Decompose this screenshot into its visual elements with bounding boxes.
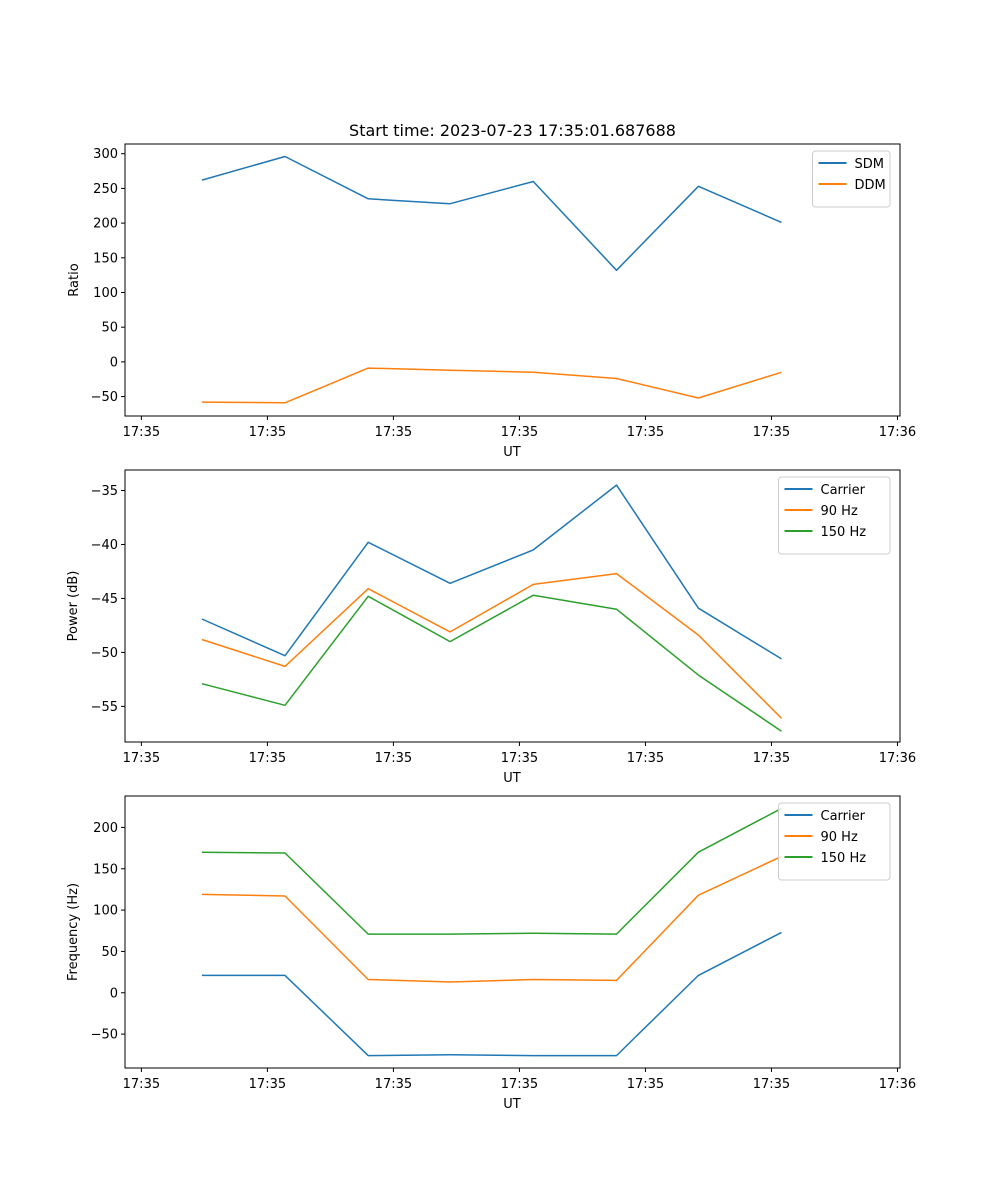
- x-axis-label: UT: [503, 445, 521, 460]
- y-tick-label: 50: [101, 321, 118, 336]
- legend-label: 150 Hz: [821, 525, 867, 540]
- legend-label: SDM: [855, 157, 884, 172]
- y-tick-label: 100: [93, 904, 118, 919]
- x-tick-label: 17:35: [753, 425, 790, 440]
- series-line-carrier: [201, 931, 782, 1057]
- legend-label: 90 Hz: [821, 504, 858, 519]
- y-axis-label: Frequency (Hz): [66, 883, 81, 981]
- y-tick-label: 250: [93, 182, 118, 197]
- y-axis-label: Ratio: [67, 263, 82, 296]
- x-tick-label: 17:35: [501, 1077, 538, 1092]
- x-tick-label: 17:35: [375, 425, 412, 440]
- y-tick-label: 150: [93, 251, 118, 266]
- y-tick-label: −50: [91, 1028, 118, 1043]
- x-tick-label: 17:35: [249, 751, 286, 766]
- axes-frame: [124, 795, 901, 1069]
- x-axis-label: UT: [503, 1097, 521, 1112]
- legend: Carrier 90 Hz 150 Hz: [778, 476, 891, 555]
- y-tick-label: 300: [93, 147, 118, 162]
- series-line-ddm: [201, 367, 782, 404]
- x-tick-label: 17:35: [753, 1077, 790, 1092]
- axes-frame: [124, 143, 901, 417]
- y-tick-label: 150: [93, 862, 118, 877]
- x-tick-label: 17:35: [501, 751, 538, 766]
- x-tick-label: 17:35: [123, 425, 160, 440]
- y-tick-label: −35: [91, 484, 118, 499]
- subplot-ratio: Start time: 2023-07-23 17:35:01.687688 1…: [67, 121, 916, 460]
- x-tick-label: 17:36: [879, 1077, 916, 1092]
- series-line-carrier: [201, 484, 782, 660]
- y-tick-label: 0: [110, 355, 118, 370]
- series-line-150-hz: [201, 807, 782, 935]
- x-tick-label: 17:35: [249, 1077, 286, 1092]
- x-tick-label: 17:35: [627, 751, 664, 766]
- y-tick-label: 200: [93, 821, 118, 836]
- x-tick-label: 17:35: [375, 751, 412, 766]
- subplot-frequency: 17:35 17:35 17:35 17:35 17:35 17:35 17:36 −50 0 5…: [66, 795, 916, 1112]
- x-tick-label: 17:35: [627, 425, 664, 440]
- y-tick-label: 50: [101, 945, 118, 960]
- legend-label: Carrier: [821, 483, 866, 498]
- series-line-sdm: [201, 155, 782, 272]
- legend-label: 90 Hz: [821, 830, 858, 845]
- y-tick-label: −50: [91, 646, 118, 661]
- y-tick-label: −45: [91, 592, 118, 607]
- legend: Carrier 90 Hz 150 Hz: [778, 802, 891, 881]
- chart-title: Start time: 2023-07-23 17:35:01.687688: [349, 121, 676, 140]
- subplot-power: 17:35 17:35 17:35 17:35 17:35 17:35 17:36 −55 −5…: [66, 469, 916, 786]
- y-tick-label: −40: [91, 538, 118, 553]
- legend-label: DDM: [855, 178, 886, 193]
- x-tick-label: 17:35: [375, 1077, 412, 1092]
- x-tick-label: 17:35: [123, 1077, 160, 1092]
- y-axis-label: Power (dB): [66, 571, 81, 642]
- y-tick-label: −50: [91, 390, 118, 405]
- x-tick-label: 17:35: [249, 425, 286, 440]
- legend: SDM DDM: [812, 150, 891, 208]
- x-tick-label: 17:36: [879, 751, 916, 766]
- x-tick-label: 17:35: [627, 1077, 664, 1092]
- x-tick-label: 17:35: [753, 751, 790, 766]
- y-tick-label: −55: [91, 700, 118, 715]
- y-tick-label: 0: [110, 986, 118, 1001]
- x-axis-label: UT: [503, 771, 521, 786]
- x-tick-label: 17:35: [123, 751, 160, 766]
- legend-label: 150 Hz: [821, 851, 867, 866]
- legend-label: Carrier: [821, 809, 866, 824]
- x-tick-label: 17:36: [879, 425, 916, 440]
- y-tick-label: 100: [93, 286, 118, 301]
- y-tick-label: 200: [93, 217, 118, 232]
- series-line-90-hz: [201, 572, 783, 719]
- series-line-150-hz: [201, 594, 782, 732]
- axes-frame: [124, 469, 901, 743]
- series-line-90-hz: [201, 855, 782, 983]
- x-tick-label: 17:35: [501, 425, 538, 440]
